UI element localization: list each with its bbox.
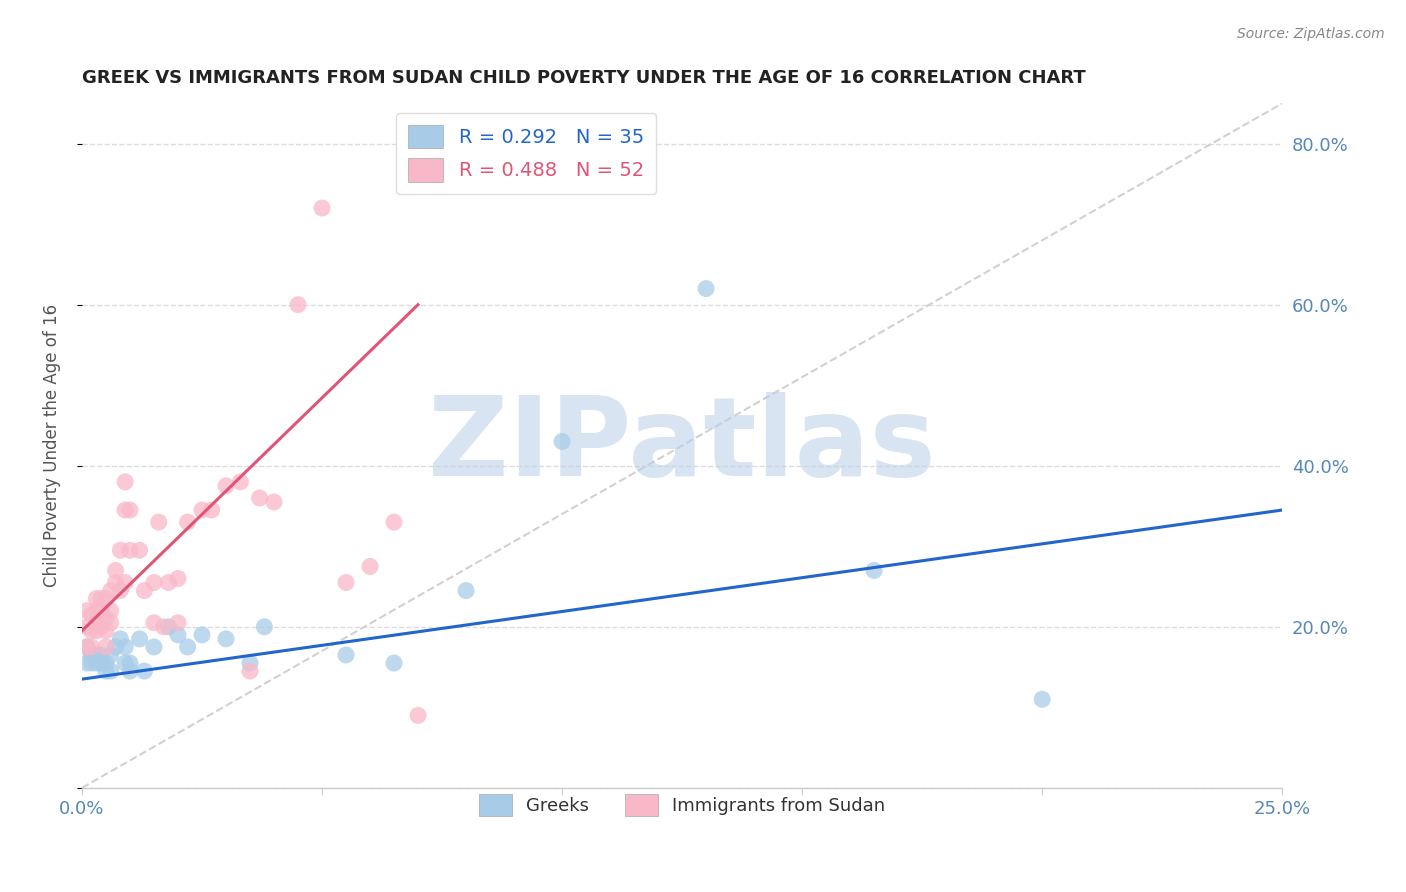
Point bbox=[80, 607, 103, 622]
Point bbox=[90, 620, 112, 634]
Point bbox=[263, 495, 285, 509]
Point bbox=[382, 515, 405, 529]
Point bbox=[382, 656, 405, 670]
Point bbox=[76, 620, 98, 634]
Point bbox=[176, 640, 198, 654]
Point bbox=[94, 640, 117, 654]
Point bbox=[200, 503, 222, 517]
Point bbox=[94, 612, 117, 626]
Point bbox=[863, 563, 886, 577]
Point bbox=[128, 632, 150, 646]
Point bbox=[100, 664, 122, 678]
Point bbox=[551, 434, 574, 449]
Point bbox=[76, 656, 98, 670]
Point bbox=[167, 572, 190, 586]
Point bbox=[94, 656, 117, 670]
Point bbox=[104, 575, 127, 590]
Point bbox=[90, 591, 112, 606]
Point bbox=[94, 591, 117, 606]
Point bbox=[695, 282, 717, 296]
Point bbox=[104, 563, 127, 577]
Point bbox=[90, 604, 112, 618]
Point bbox=[118, 503, 141, 517]
Point bbox=[335, 575, 357, 590]
Point bbox=[110, 632, 132, 646]
Point bbox=[249, 491, 271, 505]
Point bbox=[1031, 692, 1053, 706]
Point bbox=[239, 664, 262, 678]
Point bbox=[100, 648, 122, 662]
Point bbox=[335, 648, 357, 662]
Point bbox=[311, 201, 333, 215]
Point bbox=[406, 708, 429, 723]
Text: GREEK VS IMMIGRANTS FROM SUDAN CHILD POVERTY UNDER THE AGE OF 16 CORRELATION CHA: GREEK VS IMMIGRANTS FROM SUDAN CHILD POV… bbox=[82, 69, 1085, 87]
Point bbox=[287, 298, 309, 312]
Point bbox=[239, 656, 262, 670]
Point bbox=[167, 615, 190, 630]
Point bbox=[157, 575, 180, 590]
Point bbox=[215, 479, 238, 493]
Point bbox=[114, 640, 136, 654]
Point bbox=[167, 628, 190, 642]
Point bbox=[76, 640, 98, 654]
Point bbox=[86, 615, 108, 630]
Point bbox=[143, 615, 166, 630]
Point bbox=[80, 656, 103, 670]
Point bbox=[148, 515, 170, 529]
Point bbox=[253, 620, 276, 634]
Legend: Greeks, Immigrants from Sudan: Greeks, Immigrants from Sudan bbox=[472, 787, 893, 823]
Point bbox=[191, 628, 214, 642]
Point bbox=[191, 503, 214, 517]
Point bbox=[86, 656, 108, 670]
Point bbox=[114, 656, 136, 670]
Point bbox=[110, 583, 132, 598]
Point bbox=[104, 640, 127, 654]
Point bbox=[118, 656, 141, 670]
Point bbox=[94, 664, 117, 678]
Point bbox=[114, 503, 136, 517]
Point bbox=[143, 640, 166, 654]
Point bbox=[152, 620, 174, 634]
Point bbox=[76, 640, 98, 654]
Point bbox=[100, 583, 122, 598]
Point bbox=[86, 604, 108, 618]
Point bbox=[100, 615, 122, 630]
Point bbox=[90, 648, 112, 662]
Y-axis label: Child Poverty Under the Age of 16: Child Poverty Under the Age of 16 bbox=[44, 304, 60, 587]
Point bbox=[128, 543, 150, 558]
Point bbox=[454, 583, 477, 598]
Text: Source: ZipAtlas.com: Source: ZipAtlas.com bbox=[1237, 27, 1385, 41]
Point bbox=[118, 664, 141, 678]
Point bbox=[80, 648, 103, 662]
Point bbox=[215, 632, 238, 646]
Point bbox=[76, 604, 98, 618]
Point bbox=[143, 575, 166, 590]
Text: ZIPatlas: ZIPatlas bbox=[429, 392, 936, 500]
Point bbox=[80, 624, 103, 638]
Point bbox=[80, 640, 103, 654]
Point bbox=[359, 559, 381, 574]
Point bbox=[229, 475, 252, 489]
Point bbox=[86, 591, 108, 606]
Point bbox=[86, 624, 108, 638]
Point bbox=[114, 575, 136, 590]
Point bbox=[110, 543, 132, 558]
Point bbox=[134, 583, 156, 598]
Point bbox=[134, 664, 156, 678]
Point bbox=[176, 515, 198, 529]
Point bbox=[86, 648, 108, 662]
Point bbox=[90, 656, 112, 670]
Point bbox=[157, 620, 180, 634]
Point bbox=[94, 624, 117, 638]
Point bbox=[100, 604, 122, 618]
Point bbox=[118, 543, 141, 558]
Point bbox=[114, 475, 136, 489]
